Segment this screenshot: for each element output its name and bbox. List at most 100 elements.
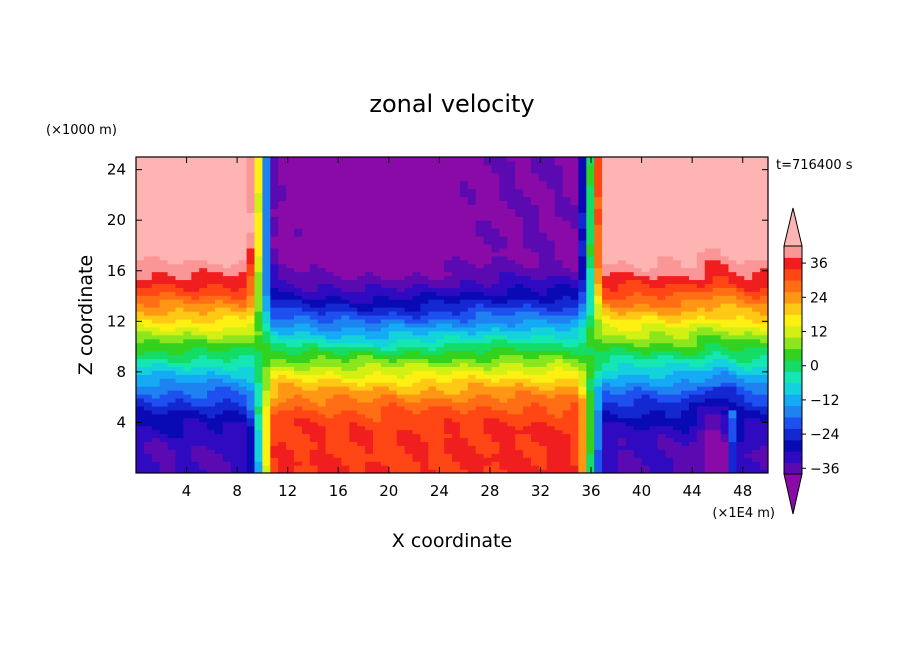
field-cell xyxy=(167,271,177,277)
field-cell xyxy=(396,283,406,288)
field-cell xyxy=(420,311,429,316)
field-cell xyxy=(167,405,177,411)
field-cell xyxy=(562,267,572,273)
field-cell xyxy=(428,366,437,371)
field-cell xyxy=(452,397,461,403)
field-cell xyxy=(143,346,153,352)
field-cell xyxy=(459,358,469,363)
field-cell xyxy=(452,358,461,363)
field-cell xyxy=(294,255,303,261)
field-cell xyxy=(594,338,603,344)
field-cell xyxy=(617,208,627,213)
field-cell xyxy=(167,457,177,462)
field-cell xyxy=(301,326,311,332)
field-cell xyxy=(136,322,145,328)
field-cell xyxy=(143,350,153,356)
field-cell xyxy=(357,196,366,202)
field-cell xyxy=(562,469,572,473)
field-cell xyxy=(436,247,445,253)
field-cell xyxy=(317,461,327,466)
field-cell xyxy=(467,449,477,454)
field-cell xyxy=(262,433,271,439)
field-cell xyxy=(199,421,208,427)
field-cell xyxy=(136,299,145,304)
field-cell xyxy=(388,216,398,221)
field-cell xyxy=(136,429,145,435)
field-cell xyxy=(531,200,540,205)
field-cell xyxy=(499,224,508,229)
field-cell xyxy=(199,453,208,458)
field-cell xyxy=(191,322,200,328)
field-cell xyxy=(428,196,437,202)
field-cell xyxy=(538,386,548,391)
field-cell xyxy=(602,157,611,162)
field-cell xyxy=(167,330,177,336)
field-cell xyxy=(428,441,437,446)
field-cell xyxy=(436,180,445,186)
field-cell xyxy=(230,220,240,225)
field-cell xyxy=(183,180,192,186)
field-cell xyxy=(151,271,161,277)
field-cell xyxy=(594,168,603,174)
field-cell xyxy=(238,441,248,446)
field-cell xyxy=(191,291,200,296)
field-cell xyxy=(222,311,232,316)
field-cell xyxy=(246,275,256,281)
field-cell xyxy=(246,469,256,473)
field-cell xyxy=(380,374,390,379)
field-cell xyxy=(143,413,153,419)
field-cell xyxy=(286,457,295,462)
field-cell xyxy=(136,307,145,312)
field-cell xyxy=(373,192,382,198)
field-cell xyxy=(602,311,611,316)
field-cell xyxy=(531,160,540,166)
field-cell xyxy=(301,157,311,162)
field-cell xyxy=(617,342,627,348)
field-cell xyxy=(467,208,477,213)
field-cell xyxy=(491,354,500,360)
field-cell xyxy=(199,216,208,221)
field-cell xyxy=(586,200,595,205)
field-cell xyxy=(617,271,627,277)
field-cell xyxy=(246,330,256,336)
field-cell xyxy=(523,437,532,442)
field-cell xyxy=(278,239,287,245)
field-cell xyxy=(483,295,493,300)
field-cell xyxy=(349,362,358,367)
field-cell xyxy=(333,342,342,348)
field-cell xyxy=(594,287,603,292)
field-cell xyxy=(610,184,619,190)
field-cell xyxy=(570,232,579,237)
field-cell xyxy=(388,192,398,198)
field-cell xyxy=(436,409,445,415)
field-cell xyxy=(404,342,414,348)
field-cell xyxy=(499,366,508,371)
field-cell xyxy=(333,386,342,391)
field-cell xyxy=(499,196,508,202)
field-cell xyxy=(594,311,603,316)
field-cell xyxy=(444,362,453,367)
field-cell xyxy=(475,350,485,356)
field-cell xyxy=(230,326,240,332)
field-cell xyxy=(515,311,524,316)
field-cell xyxy=(483,374,493,379)
field-cell xyxy=(475,437,485,442)
field-cell xyxy=(357,465,366,470)
field-cell xyxy=(428,239,437,245)
field-cell xyxy=(301,311,311,316)
field-cell xyxy=(238,168,248,174)
field-cell xyxy=(538,437,548,442)
field-cell xyxy=(546,394,556,399)
field-cell xyxy=(531,342,540,348)
field-cell xyxy=(215,180,224,186)
field-cell xyxy=(388,350,398,356)
field-cell xyxy=(373,401,382,407)
field-cell xyxy=(578,318,587,324)
field-cell xyxy=(207,465,216,470)
field-cell xyxy=(317,322,327,328)
field-cell xyxy=(333,224,342,229)
field-cell xyxy=(238,461,248,466)
field-cell xyxy=(373,397,382,403)
field-cell xyxy=(357,172,366,178)
field-cell xyxy=(538,338,548,344)
